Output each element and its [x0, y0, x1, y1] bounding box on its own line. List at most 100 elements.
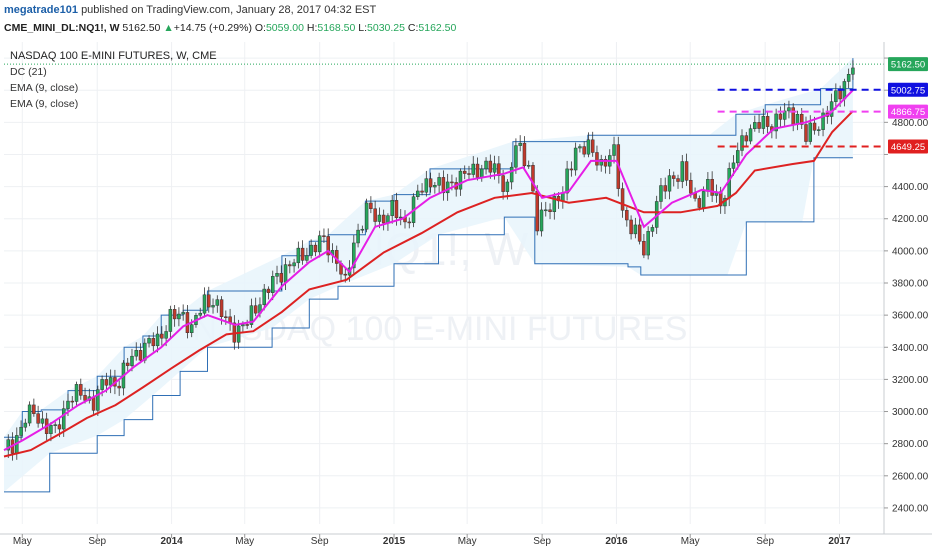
candle-body	[603, 159, 608, 167]
candle-body	[168, 309, 173, 332]
candle-body	[642, 241, 646, 256]
candle-body	[650, 227, 655, 232]
candle-body	[667, 175, 672, 192]
candle-body	[40, 418, 45, 424]
candle-body	[198, 312, 202, 316]
triangle-up-icon: ▲	[163, 22, 174, 34]
candle-body	[407, 221, 412, 224]
candle-body	[450, 181, 454, 184]
candle-body	[441, 177, 446, 194]
candle-body	[236, 325, 241, 343]
indicator-ema-label-2[interactable]: EMA (9, close)	[10, 98, 79, 110]
candle-body	[808, 122, 813, 142]
candle-body	[684, 161, 689, 181]
candle-body	[804, 124, 808, 142]
candle-body	[817, 129, 821, 131]
candle-body	[241, 324, 245, 327]
candle-body	[125, 362, 130, 366]
x-tick-label: May	[458, 536, 477, 547]
candle-body	[108, 377, 113, 386]
close-value: 5162.50	[418, 22, 457, 34]
high-label: H:	[306, 22, 318, 34]
candle-body	[565, 168, 569, 194]
indicator-dc-label[interactable]: DC (21)	[10, 66, 47, 78]
candle-body	[27, 404, 32, 424]
candle-body	[791, 107, 795, 125]
candle-body	[164, 331, 168, 339]
candle-body	[799, 114, 804, 125]
candle-body	[275, 273, 279, 277]
candle-body	[599, 159, 603, 166]
candle-body	[787, 107, 791, 112]
candle-body	[70, 400, 74, 403]
donchian-channel	[4, 58, 854, 493]
candle-body	[172, 309, 177, 320]
candle-body	[134, 350, 138, 357]
candle-body	[526, 165, 531, 167]
candle-body	[437, 177, 441, 186]
price-chart[interactable]: NQ1!, W NASDAQ 100 E-MINI FUTURES 5162.5…	[0, 40, 932, 550]
price-levels: 5162.50 5002.75 4866.75 4649.25	[4, 57, 928, 154]
candle-body	[846, 74, 851, 82]
candle-body	[360, 228, 365, 231]
candle-body	[266, 288, 271, 293]
indicator-ema-label-1[interactable]: EMA (9, close)	[10, 82, 79, 94]
chart-title: NASDAQ 100 E-MINI FUTURES, W, CME	[10, 50, 217, 62]
candle-body	[544, 209, 548, 212]
candle-body	[53, 424, 57, 426]
change-value: +14.75 (+0.29%)	[173, 22, 252, 34]
candle-body	[710, 179, 714, 196]
candle-body	[573, 147, 578, 171]
candle-body	[552, 196, 557, 213]
open-value: 5059.00	[265, 22, 304, 34]
x-tick-label: Sep	[88, 536, 106, 547]
candle-body	[74, 384, 79, 402]
candle-body	[305, 255, 309, 261]
y-tick-label: 2800.00	[892, 439, 929, 450]
candle-body	[731, 162, 736, 169]
level-tag-label: 5162.50	[891, 60, 925, 71]
candle-body	[322, 235, 326, 237]
candle-body	[57, 424, 62, 430]
candle-body	[744, 135, 749, 142]
candle-body	[381, 214, 386, 224]
candle-body	[96, 389, 100, 411]
candle-body	[377, 214, 382, 222]
candle-body	[672, 175, 676, 179]
open-label: O:	[254, 22, 266, 34]
level-tag-label: 4866.75	[891, 107, 925, 118]
candle-body	[207, 294, 211, 308]
candle-body	[317, 235, 322, 253]
candle-body	[313, 244, 318, 253]
candle-body	[680, 161, 685, 182]
candle-body	[851, 67, 855, 75]
candle-body	[61, 408, 66, 430]
candle-body	[501, 175, 505, 192]
candle-body	[689, 180, 693, 194]
y-tick-label: 2400.00	[892, 503, 929, 514]
candle-body	[151, 338, 156, 347]
publish-line: megatrade101 published on TradingView.co…	[4, 4, 376, 16]
candle-body	[189, 324, 194, 333]
candle-body	[697, 198, 702, 208]
candle-body	[91, 396, 96, 411]
candle-body	[245, 324, 249, 326]
low-value: 5030.25	[367, 22, 405, 34]
candle-body	[774, 113, 778, 132]
x-tick-label: Sep	[311, 536, 329, 547]
candle-body	[492, 163, 497, 173]
candle-body	[509, 166, 514, 183]
candle-body	[262, 288, 266, 305]
candle-body	[735, 150, 740, 164]
candle-body	[480, 168, 484, 178]
x-tick-label: Sep	[756, 536, 774, 547]
axes[interactable]: 2400.00 2600.00 2800.00 3000.00 3200.00 3400.…	[0, 42, 932, 547]
y-tick-label: 3600.00	[892, 311, 929, 322]
author-link[interactable]: megatrade101	[4, 4, 78, 16]
candle-body	[633, 224, 638, 235]
candle-body	[488, 160, 493, 173]
x-tick-label: Sep	[533, 536, 551, 547]
symbol-label[interactable]: CME_MINI_DL:NQ1!, W	[4, 22, 120, 34]
candle-body	[416, 190, 420, 197]
candle-body	[548, 209, 552, 213]
